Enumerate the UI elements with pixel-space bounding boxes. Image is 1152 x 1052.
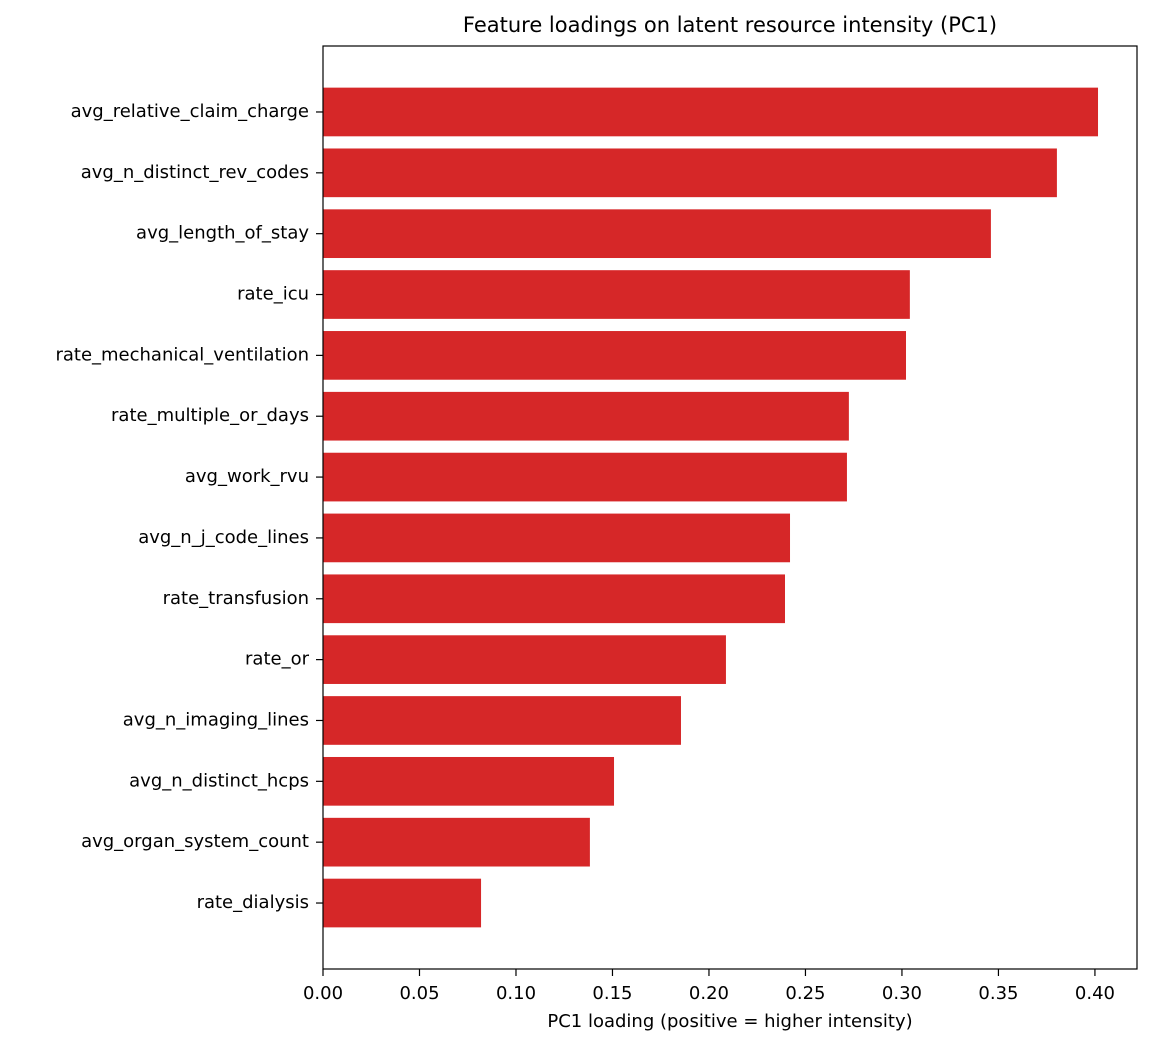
bar [323, 87, 1099, 137]
x-tick-label: 0.30 [882, 983, 922, 1004]
plot-frame [322, 45, 1138, 970]
bar [323, 331, 906, 380]
y-tick-label: rate_or [245, 649, 310, 670]
bar [323, 756, 615, 806]
x-tick-label: 0.05 [399, 983, 439, 1004]
x-tick-label: 0.20 [689, 983, 729, 1004]
y-tick-label: avg_length_of_stay [136, 223, 309, 244]
y-tick-label: rate_transfusion [163, 588, 309, 609]
y-tick-label: avg_n_distinct_rev_codes [81, 162, 309, 183]
x-tick-label: 0.40 [1075, 983, 1115, 1004]
y-tick-label: avg_work_rvu [185, 466, 309, 487]
bar [323, 817, 590, 867]
y-tick-label: avg_organ_system_count [81, 831, 309, 852]
x-tick-label: 0.00 [303, 983, 343, 1004]
bar [323, 878, 482, 928]
x-tick-label: 0.35 [978, 983, 1018, 1004]
bar [323, 635, 726, 684]
bar [323, 696, 681, 745]
y-tick-label: avg_n_distinct_hcps [129, 770, 309, 791]
bar [323, 513, 791, 563]
bar [323, 452, 847, 502]
bar [323, 209, 991, 259]
bar [323, 148, 1057, 198]
y-tick-label: avg_n_j_code_lines [138, 527, 309, 548]
chart-title: Feature loadings on latent resource inte… [463, 13, 997, 37]
bar [323, 391, 849, 441]
y-tick-label: avg_relative_claim_charge [71, 101, 309, 122]
y-tick-label: rate_icu [237, 284, 309, 305]
x-axis-label: PC1 loading (positive = higher intensity… [547, 1011, 912, 1032]
y-tick-label: rate_multiple_or_days [111, 405, 309, 426]
y-tick-label: rate_dialysis [197, 892, 309, 913]
x-tick-label: 0.15 [592, 983, 632, 1004]
y-tick-label: rate_mechanical_ventilation [55, 344, 309, 365]
bar [323, 270, 910, 319]
x-tick-label: 0.10 [496, 983, 536, 1004]
y-tick-label: avg_n_imaging_lines [123, 709, 309, 730]
bar [323, 574, 785, 624]
x-tick-label: 0.25 [785, 983, 825, 1004]
